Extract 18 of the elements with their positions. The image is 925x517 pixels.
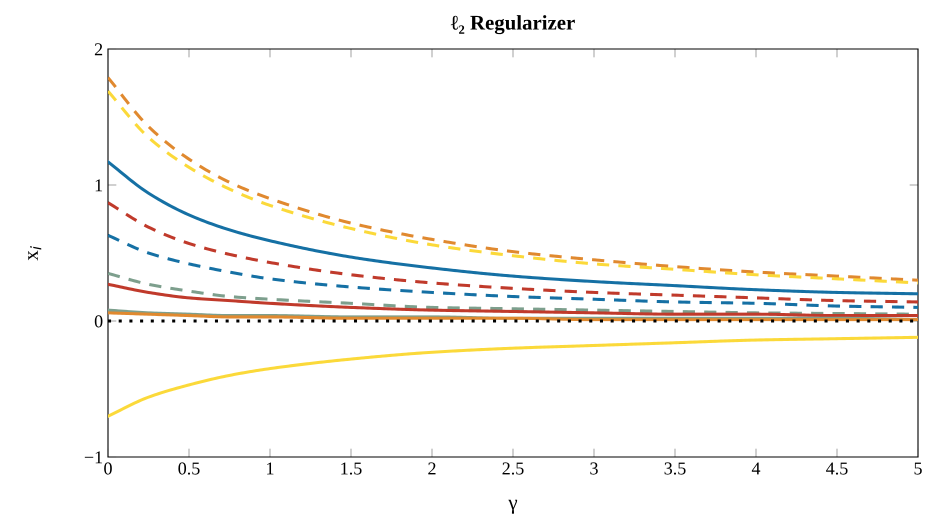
x-tick-label: 4 — [752, 462, 760, 474]
x-tick-label: 5 — [914, 462, 922, 475]
y-tick-label: 0 — [94, 315, 102, 328]
x-tick-label: 1.5 — [341, 462, 362, 475]
x-tick-label: 3 — [590, 462, 598, 475]
x-axis-title: γ — [508, 500, 518, 514]
x-tick-label: 2 — [428, 462, 436, 474]
y-tick-label: −1 — [84, 451, 102, 464]
chart-title: ℓ₂ Regularizer — [450, 15, 575, 34]
x-tick-label: 0 — [104, 462, 112, 475]
y-tick-label: 2 — [94, 43, 102, 56]
x-tick-label: 4.5 — [826, 462, 848, 475]
y-tick-label: 1 — [96, 179, 102, 192]
y-axis-title: x$_{i}$ — [28, 246, 42, 261]
x-tick-label: 3.5 — [664, 462, 686, 475]
x-tick-label: 2.5 — [502, 462, 524, 475]
x-tick-label: 0.5 — [178, 462, 200, 475]
x-tick-label: 1 — [267, 462, 274, 474]
